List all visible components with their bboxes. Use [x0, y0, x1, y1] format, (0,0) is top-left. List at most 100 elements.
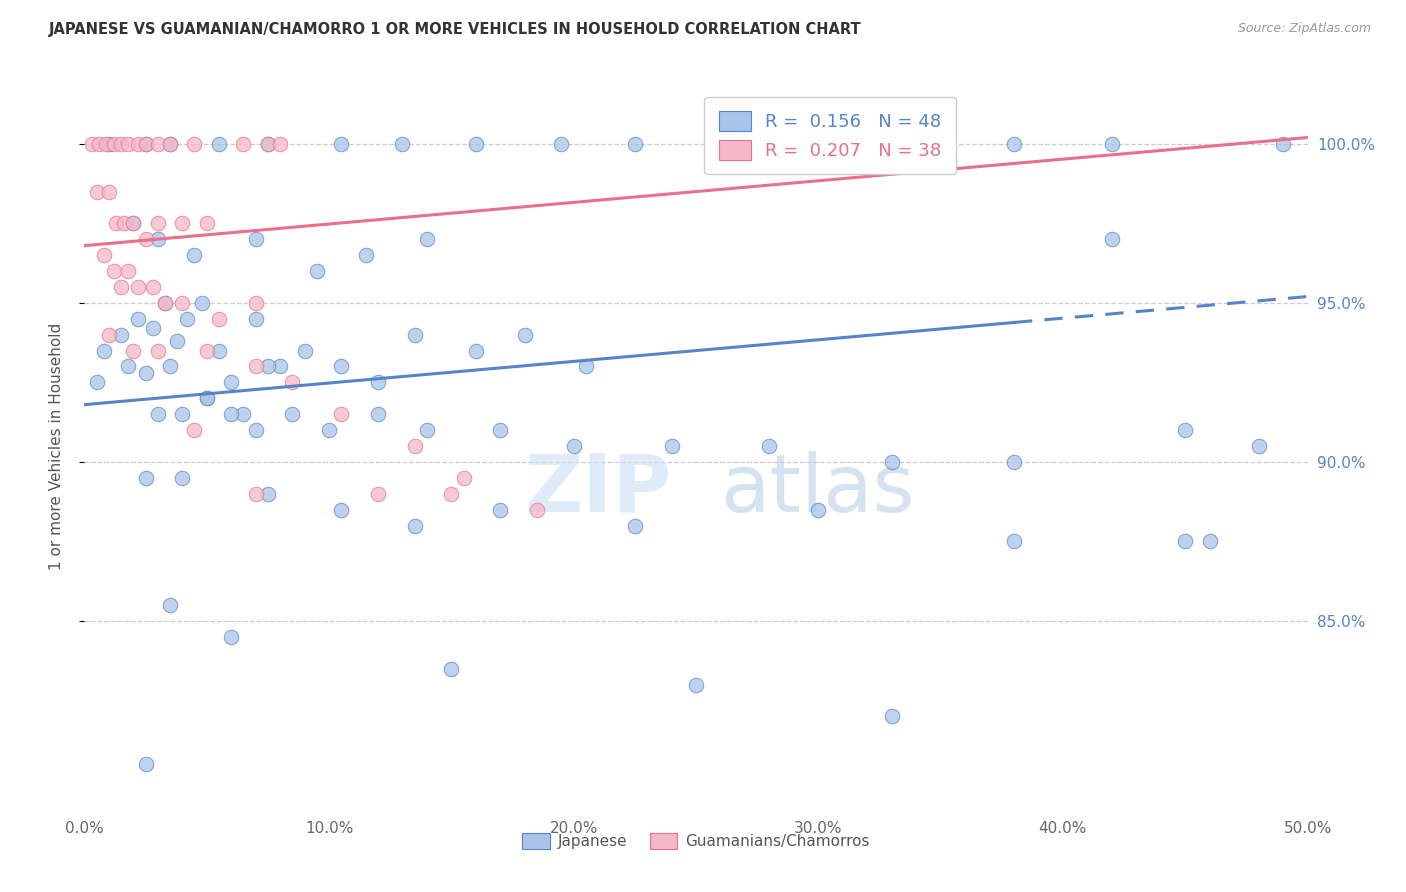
Point	[269, 359, 291, 374]
Point	[318, 423, 340, 437]
Point	[208, 343, 231, 358]
Point	[269, 136, 291, 151]
Point	[232, 407, 254, 421]
Point	[245, 423, 267, 437]
Point	[219, 376, 242, 390]
Point	[1247, 439, 1270, 453]
Point	[453, 471, 475, 485]
Point	[127, 311, 149, 326]
Point	[232, 136, 254, 151]
Point	[294, 343, 316, 358]
Point	[135, 366, 157, 380]
Point	[404, 439, 426, 453]
Point	[391, 136, 413, 151]
Point	[575, 359, 598, 374]
Point	[172, 471, 194, 485]
Point	[172, 216, 194, 230]
Point	[142, 321, 165, 335]
Point	[97, 136, 120, 151]
Point	[758, 439, 780, 453]
Text: JAPANESE VS GUAMANIAN/CHAMORRO 1 OR MORE VEHICLES IN HOUSEHOLD CORRELATION CHART: JAPANESE VS GUAMANIAN/CHAMORRO 1 OR MORE…	[49, 22, 862, 37]
Point	[562, 439, 585, 453]
Point	[404, 327, 426, 342]
Point	[159, 136, 181, 151]
Point	[464, 136, 486, 151]
Point	[1174, 423, 1197, 437]
Point	[367, 407, 389, 421]
Point	[305, 264, 328, 278]
Point	[489, 423, 512, 437]
Point	[257, 136, 280, 151]
Point	[135, 136, 157, 151]
Point	[354, 248, 377, 262]
Point	[110, 280, 132, 294]
Point	[127, 280, 149, 294]
Point	[404, 518, 426, 533]
Point	[1002, 136, 1025, 151]
Point	[122, 216, 145, 230]
Point	[146, 216, 169, 230]
Point	[807, 502, 830, 516]
Point	[110, 136, 132, 151]
Point	[208, 136, 231, 151]
Point	[416, 232, 439, 246]
Point	[245, 311, 267, 326]
Point	[135, 232, 157, 246]
Point	[117, 359, 139, 374]
Point	[257, 486, 280, 500]
Point	[127, 136, 149, 151]
Point	[257, 136, 280, 151]
Point	[624, 136, 647, 151]
Point	[367, 376, 389, 390]
Point	[489, 502, 512, 516]
Point	[166, 334, 188, 348]
Point	[245, 232, 267, 246]
Point	[86, 185, 108, 199]
Point	[734, 136, 756, 151]
Point	[281, 407, 304, 421]
Point	[117, 136, 139, 151]
Point	[1101, 232, 1123, 246]
Point	[146, 407, 169, 421]
Point	[122, 216, 145, 230]
Point	[183, 136, 205, 151]
Point	[103, 136, 125, 151]
Point	[191, 296, 214, 310]
Point	[1174, 534, 1197, 549]
Point	[245, 296, 267, 310]
Point	[245, 486, 267, 500]
Point	[153, 296, 176, 310]
Point	[330, 407, 353, 421]
Point	[172, 407, 194, 421]
Point	[1002, 534, 1025, 549]
Y-axis label: 1 or more Vehicles in Household: 1 or more Vehicles in Household	[49, 322, 63, 570]
Point	[685, 677, 707, 691]
Point	[86, 376, 108, 390]
Point	[146, 232, 169, 246]
Point	[110, 327, 132, 342]
Point	[416, 423, 439, 437]
Point	[135, 757, 157, 772]
Point	[97, 327, 120, 342]
Point	[219, 630, 242, 644]
Point	[142, 280, 165, 294]
Point	[195, 392, 218, 406]
Point	[87, 136, 110, 151]
Text: ZIP: ZIP	[524, 450, 672, 529]
Point	[526, 502, 548, 516]
Point	[330, 136, 353, 151]
Point	[176, 311, 198, 326]
Point	[146, 343, 169, 358]
Point	[97, 185, 120, 199]
Legend: Japanese, Guamanians/Chamorros: Japanese, Guamanians/Chamorros	[516, 826, 876, 855]
Text: atlas: atlas	[720, 450, 915, 529]
Point	[440, 662, 463, 676]
Point	[159, 359, 181, 374]
Point	[153, 296, 176, 310]
Text: Source: ZipAtlas.com: Source: ZipAtlas.com	[1237, 22, 1371, 36]
Point	[117, 264, 139, 278]
Point	[880, 709, 903, 723]
Point	[219, 407, 242, 421]
Point	[367, 486, 389, 500]
Point	[195, 343, 218, 358]
